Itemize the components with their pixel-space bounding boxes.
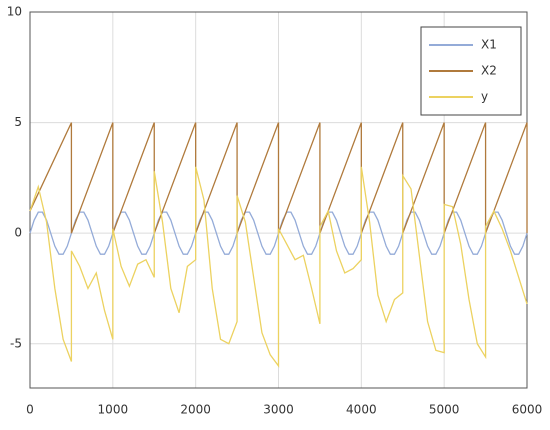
- y-tick-label: -5: [10, 336, 22, 350]
- x-tick-label: 4000: [346, 403, 377, 417]
- x-tick-label: 0: [26, 403, 34, 417]
- x-tick-label: 1000: [98, 403, 129, 417]
- legend-label: X2: [481, 64, 497, 78]
- legend-label: X1: [481, 38, 497, 52]
- x-tick-label: 5000: [429, 403, 460, 417]
- line-series: [29, 166, 528, 368]
- x-tick-label: 3000: [263, 403, 294, 417]
- x-tick-label: 6000: [512, 403, 543, 417]
- legend-label: y: [481, 90, 488, 104]
- y-tick-label: 5: [14, 115, 22, 129]
- y-tick-label: 0: [14, 226, 22, 240]
- x-tick-label: 2000: [180, 403, 211, 417]
- y-tick-label: 10: [7, 5, 22, 19]
